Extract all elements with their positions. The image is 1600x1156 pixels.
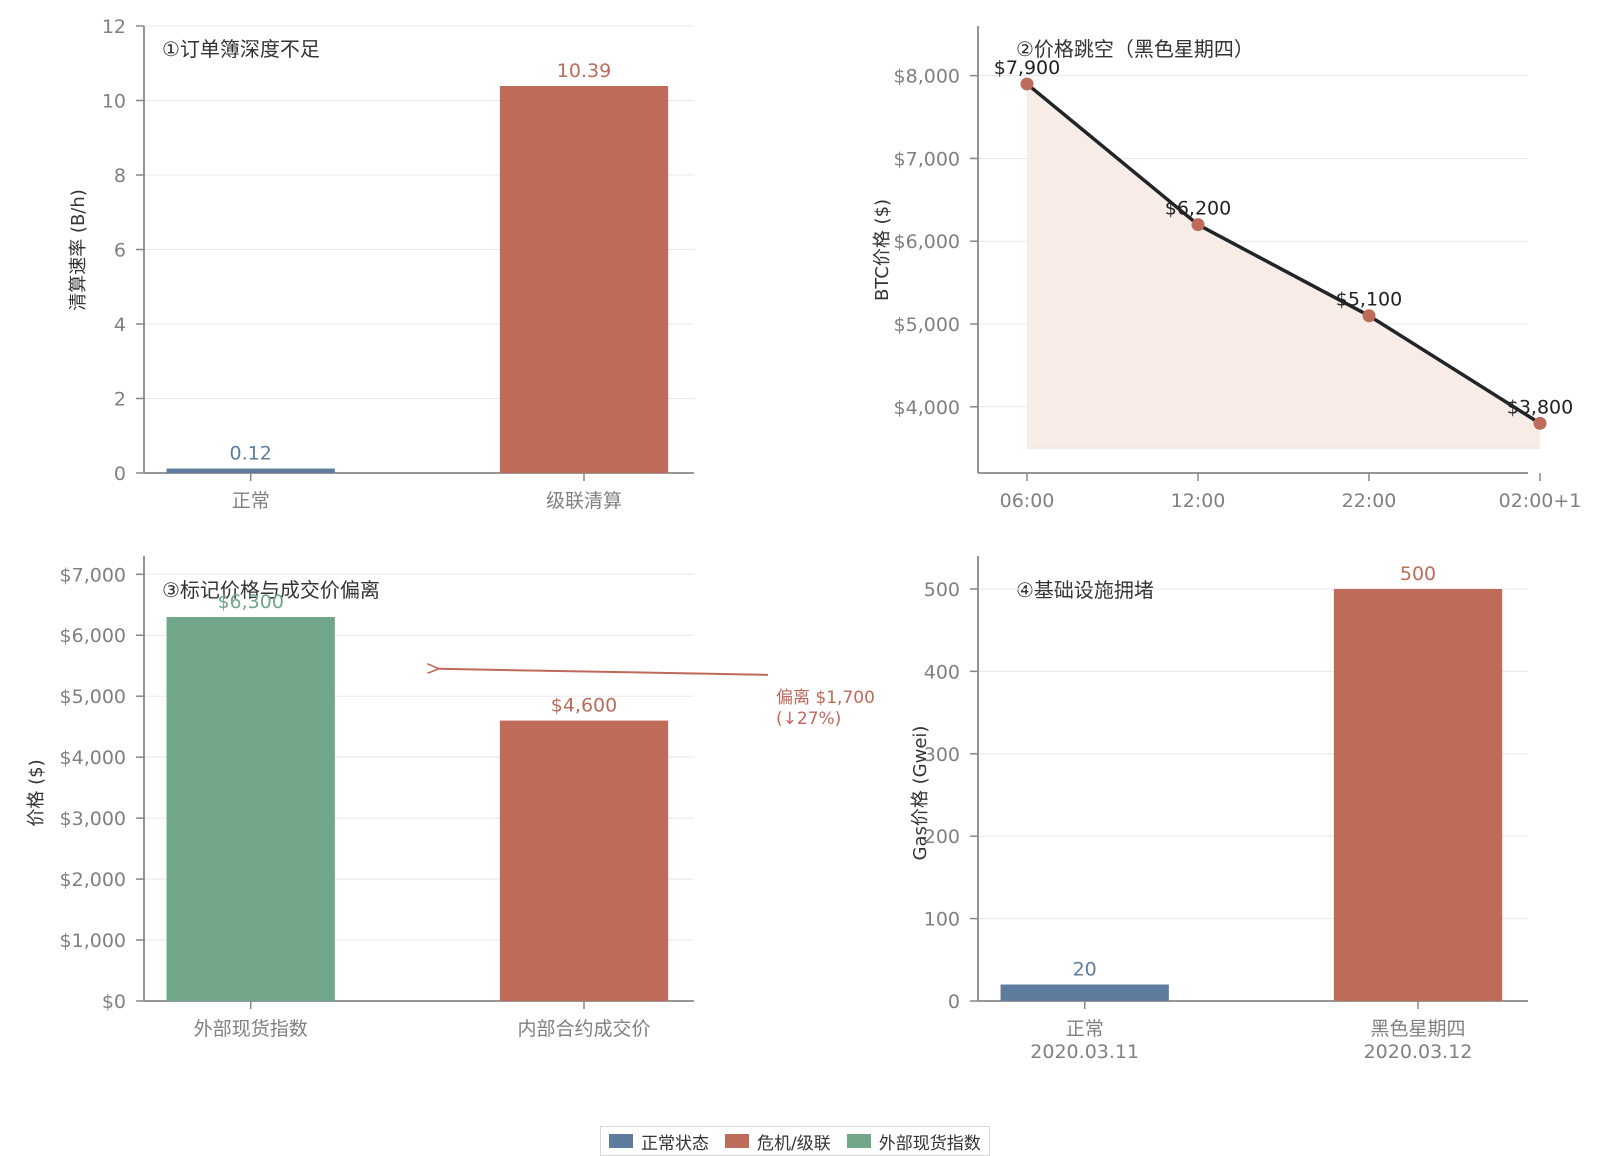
price-point-label: $3,800 — [1507, 396, 1573, 418]
price-point-label: $7,900 — [994, 57, 1060, 79]
x-tick-label: 外部现货指数 — [194, 1018, 308, 1040]
bar-value-label: 10.39 — [557, 60, 611, 82]
panel-title: ③标记价格与成交价偏离 — [162, 578, 380, 602]
legend-swatch — [846, 1134, 871, 1148]
x-tick-label: 内部合约成交价 — [517, 1018, 650, 1040]
bar — [499, 85, 669, 473]
x-tick-label: 22:00 — [1342, 490, 1397, 512]
y-tick-label: 0 — [114, 463, 126, 485]
y-tick-label: $1,000 — [60, 930, 126, 952]
y-tick-label: 400 — [924, 661, 960, 683]
y-tick-label: 8 — [114, 165, 126, 187]
legend-label: 外部现货指数 — [878, 1133, 981, 1154]
bar — [166, 468, 335, 473]
bar-value-label: $4,600 — [551, 695, 617, 717]
bar — [1333, 588, 1503, 1001]
bar-value-label: 500 — [1400, 563, 1436, 585]
price-point — [1191, 218, 1205, 232]
price-area-fill — [1027, 83, 1540, 449]
y-tick-label: 6 — [114, 240, 126, 262]
price-point-label: $6,200 — [1165, 198, 1231, 220]
panel-price-gap: ②价格跳空（黑色星期四） BTC价格 ($) $4,000 $5,000 $6,00… — [872, 26, 1581, 512]
deviation-annotation-line1: 偏离 $1,700 — [776, 688, 875, 708]
x-tick-label: 级联清算 — [546, 490, 622, 512]
x-tick-label: 正常 — [232, 490, 270, 512]
y-axis-label: BTC价格 ($) — [872, 199, 893, 301]
panel-title: ②价格跳空（黑色星期四） — [1016, 37, 1254, 61]
x-tick-sublabel: 2020.03.11 — [1030, 1041, 1139, 1063]
y-tick-label: $0 — [102, 991, 126, 1013]
legend-label: 危机/级联 — [757, 1133, 831, 1154]
price-point — [1020, 77, 1034, 91]
legend-item-crisis: 危机/级联 — [725, 1129, 831, 1154]
panel-title: ①订单簿深度不足 — [162, 37, 320, 61]
price-point — [1362, 309, 1376, 323]
bar-value-label: 20 — [1073, 959, 1097, 981]
price-point — [1533, 416, 1547, 430]
y-tick-label: 10 — [102, 91, 126, 113]
y-tick-label: $7,000 — [894, 148, 960, 170]
legend-item-normal: 正常状态 — [609, 1129, 709, 1154]
bar — [499, 720, 669, 1001]
bar — [1000, 984, 1169, 1001]
x-tick-label: 02:00+1 — [1499, 490, 1582, 512]
y-tick-label: $2,000 — [60, 869, 126, 891]
y-axis-label: Gas价格 (Gwei) — [910, 726, 931, 861]
bar-value-label: $6,300 — [217, 591, 283, 613]
legend-swatch — [725, 1134, 749, 1148]
y-tick-label: $3,000 — [60, 808, 126, 830]
y-tick-label: $4,000 — [894, 397, 960, 419]
y-tick-label: $5,000 — [60, 686, 126, 708]
x-tick-label: 黑色星期四 — [1370, 1018, 1465, 1040]
y-tick-label: $5,000 — [894, 314, 960, 336]
legend: 正常状态 危机/级联 外部现货指数 — [600, 1126, 990, 1156]
legend-label: 正常状态 — [641, 1133, 709, 1154]
x-tick-label: 12:00 — [1171, 490, 1226, 512]
panel-title: ④基础设施拥堵 — [1016, 578, 1154, 602]
y-tick-label: 12 — [102, 16, 126, 38]
bar-value-label: 0.12 — [230, 443, 272, 465]
y-tick-label: 200 — [924, 826, 960, 848]
y-tick-label: 4 — [114, 314, 126, 336]
y-axis-label: 价格 ($) — [26, 759, 47, 826]
panel-orderbook-depth: ①订单簿深度不足 清算速率 (B/h) 0 2 4 6 8 10 12 0.12 正常 10.39… — [68, 16, 694, 512]
x-tick-sublabel: 2020.03.12 — [1364, 1041, 1473, 1063]
y-tick-label: $4,000 — [60, 747, 126, 769]
price-point-label: $5,100 — [1336, 289, 1402, 311]
deviation-arrow — [438, 669, 769, 676]
y-tick-label: 300 — [924, 744, 960, 766]
y-tick-label: $6,000 — [60, 625, 126, 647]
y-tick-label: 0 — [948, 991, 960, 1013]
legend-swatch — [609, 1134, 633, 1148]
x-tick-label: 06:00 — [1000, 490, 1055, 512]
price-series-line — [1025, 82, 1541, 425]
bar — [166, 616, 335, 1001]
y-axis-label: 清算速率 (B/h) — [68, 189, 89, 311]
panel-infrastructure-congestion: ④基础设施拥堵 Gas价格 (Gwei) 0 100 200 300 400 500 20 正… — [910, 556, 1528, 1063]
deviation-annotation-line2: (↓27%) — [776, 709, 841, 729]
x-tick-label: 正常 — [1066, 1018, 1104, 1040]
legend-item-external: 外部现货指数 — [846, 1129, 981, 1154]
y-tick-label: 2 — [114, 389, 126, 411]
y-tick-label: $7,000 — [60, 564, 126, 586]
y-tick-label: $8,000 — [894, 66, 960, 88]
y-tick-label: 100 — [924, 909, 960, 931]
y-tick-label: $6,000 — [894, 231, 960, 253]
y-tick-label: 500 — [924, 579, 960, 601]
panel-mark-price-deviation: ③标记价格与成交价偏离 价格 ($) 偏离 $1,700 (↓27%) $0 $1… — [26, 556, 875, 1040]
